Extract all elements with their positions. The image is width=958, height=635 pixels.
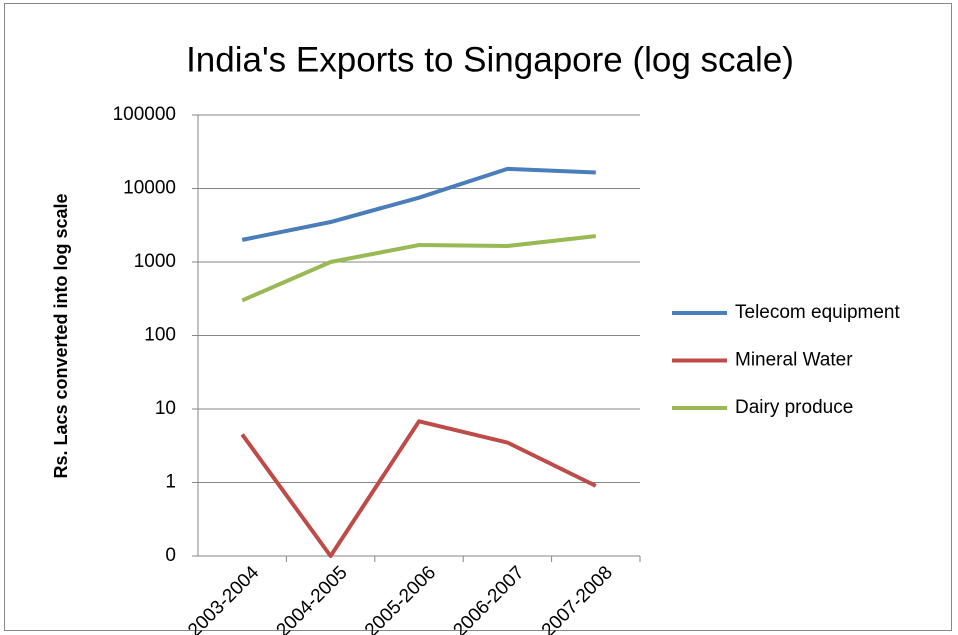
chart-frame (4, 3, 952, 631)
y-tick-label: 10000 (123, 178, 176, 199)
y-tick-label: 1 (165, 472, 176, 493)
y-axis-label: Rs. Lacs converted into log scale (51, 193, 71, 478)
y-tick-label: 100000 (113, 104, 176, 125)
legend-label: Telecom equipment (735, 302, 900, 323)
series-line (241, 234, 597, 303)
legend-label: Dairy produce (735, 397, 853, 418)
chart-title: India's Exports to Singapore (log scale) (186, 40, 794, 79)
y-tick-label: 1000 (134, 251, 176, 272)
series-line (241, 166, 596, 242)
series-line (240, 419, 597, 558)
y-tick-label: 0 (165, 545, 176, 566)
y-tick-label: 10 (155, 398, 176, 419)
legend-label: Mineral Water (735, 350, 853, 371)
y-tick-label: 100 (144, 325, 176, 346)
